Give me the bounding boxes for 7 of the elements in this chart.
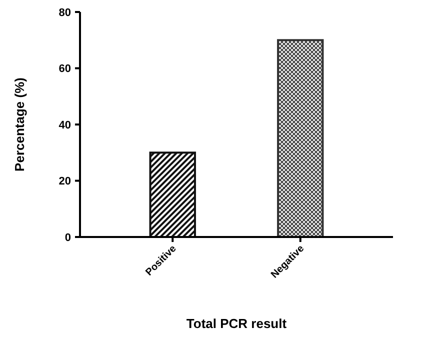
y-tick-label: 40 xyxy=(58,119,71,132)
y-tick-label: 80 xyxy=(58,6,71,19)
y-tick-label: 20 xyxy=(58,176,71,188)
y-tick-label: 60 xyxy=(58,63,71,76)
y-axis-title: Percentage (%) xyxy=(12,78,27,172)
y-tick-label: 0 xyxy=(64,232,71,244)
x-axis-title: Total PCR result xyxy=(186,316,288,331)
